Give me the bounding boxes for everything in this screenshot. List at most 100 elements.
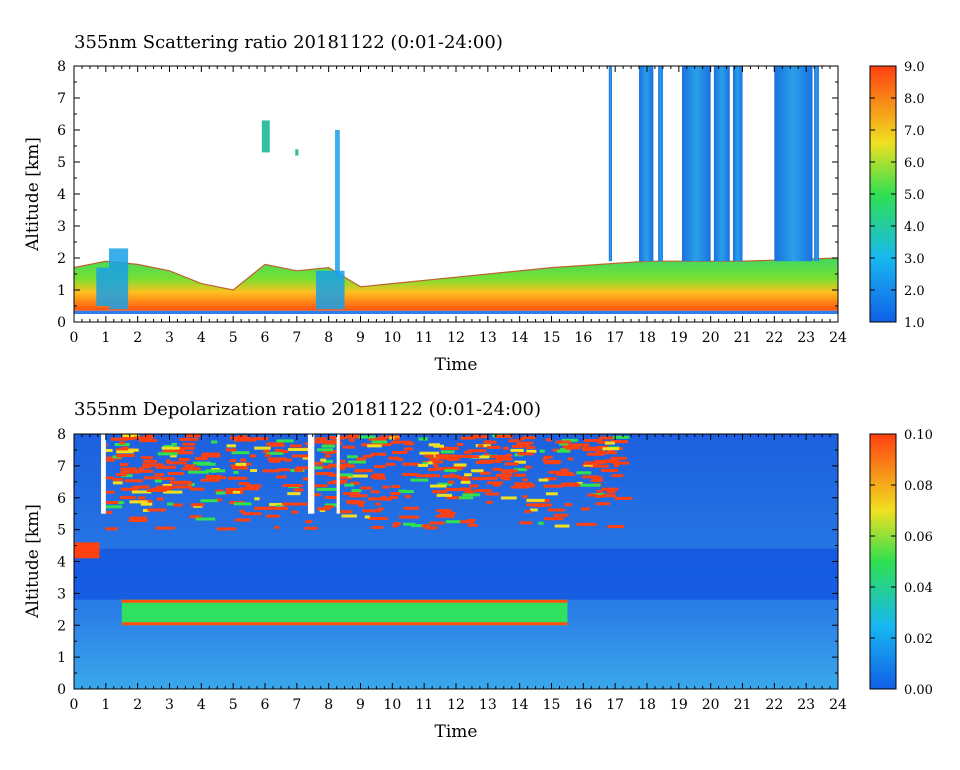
x-tick-label: 17 — [606, 330, 624, 346]
surface-layer — [74, 310, 838, 314]
depol-speck — [501, 469, 518, 473]
depol-speck — [446, 496, 466, 500]
depol-speck — [503, 446, 509, 450]
x-tick-label: 19 — [670, 697, 688, 713]
depol-speck — [484, 453, 490, 457]
depol-speck — [431, 490, 448, 494]
depol-speck — [312, 440, 329, 444]
depol-speck — [471, 469, 484, 473]
depol-speck — [460, 436, 476, 440]
x-tick-label: 5 — [229, 697, 238, 713]
depol-speck — [269, 503, 285, 507]
depol-speck — [583, 463, 594, 467]
depol-speck — [114, 443, 130, 447]
x-tick-label: 1 — [101, 697, 110, 713]
depol-speck — [112, 481, 123, 485]
y-tick-label: 1 — [57, 650, 66, 666]
depol-speck — [542, 457, 548, 461]
depol-speck — [287, 492, 301, 496]
depol-speck — [594, 476, 603, 480]
depol-speck — [402, 473, 408, 477]
depol-speck — [254, 497, 260, 501]
depol-speck — [226, 444, 237, 448]
depol-speck — [293, 488, 304, 492]
colorbar-gradient — [869, 433, 897, 690]
depol-speck — [554, 524, 570, 528]
depol-speck — [308, 484, 328, 488]
depol-speck — [141, 456, 153, 460]
depol-speck — [370, 452, 387, 456]
depol-speck — [433, 444, 445, 448]
depol-speck — [444, 469, 457, 473]
aerosol-plume — [109, 248, 129, 310]
depol-speck — [205, 469, 226, 473]
depol-speck — [430, 484, 447, 488]
depol-speck — [543, 455, 553, 459]
depol-speck — [581, 507, 590, 511]
missing-data — [101, 434, 106, 514]
depol-speck — [603, 459, 619, 463]
x-tick-label: 0 — [70, 330, 79, 346]
depol-speck — [410, 524, 425, 528]
depol-speck — [602, 447, 620, 451]
depol-speck — [121, 487, 139, 491]
depol-speck — [176, 451, 194, 455]
depol-speck — [188, 470, 209, 474]
depol-speck — [291, 454, 313, 458]
depol-speck — [232, 490, 241, 494]
y-tick-label: 0 — [57, 682, 66, 698]
depol-speck — [502, 477, 511, 481]
depol-speck — [500, 496, 517, 500]
depol-speck — [458, 496, 474, 500]
depol-speck — [155, 477, 176, 481]
x-tick-label: 4 — [197, 330, 206, 346]
depol-speck — [427, 461, 435, 465]
depol-speck — [294, 468, 303, 472]
x-tick-label: 4 — [197, 697, 206, 713]
depol-speck — [305, 520, 312, 524]
depol-speck — [517, 452, 534, 456]
depol-speck — [344, 483, 354, 487]
depol-speck — [525, 445, 536, 449]
depol-speck — [147, 508, 166, 512]
depol-speck — [302, 477, 311, 481]
depol-speck — [116, 450, 134, 454]
depol-speck — [356, 457, 366, 461]
colorbar: 1.0 2.0 3.0 4.0 5.0 6.0 7.0 8.0 9.0 — [869, 60, 925, 331]
depol-speck — [312, 466, 323, 470]
depol-speck — [269, 459, 281, 463]
depol-speck — [403, 506, 420, 510]
chart-title: 355nm Scattering ratio 20181122 (0:01-24… — [74, 32, 503, 53]
y-tick-label: 2 — [57, 251, 66, 267]
depol-speck — [392, 524, 399, 528]
depol-speck — [321, 444, 336, 448]
depol-speck — [522, 478, 528, 482]
depol-speck — [424, 454, 434, 458]
depol-speck — [120, 470, 140, 474]
depol-speck — [202, 452, 221, 456]
depol-speck — [562, 446, 581, 450]
depol-speck — [165, 459, 171, 463]
depol-speck — [274, 449, 285, 453]
depol-speck — [439, 456, 460, 460]
depol-speck — [560, 448, 566, 452]
depol-speck — [567, 457, 574, 461]
y-tick-label: 6 — [57, 123, 66, 139]
depol-speck — [320, 458, 327, 462]
depol-speck — [119, 496, 136, 500]
depol-speck — [239, 509, 245, 513]
depol-speck — [614, 496, 633, 500]
depol-speck — [595, 450, 606, 454]
depol-speck — [375, 502, 381, 506]
depol-speck — [525, 441, 534, 445]
depol-speck — [315, 465, 332, 469]
depol-speck — [242, 512, 262, 516]
depol-speck — [564, 503, 573, 507]
depol-speck — [358, 435, 376, 439]
depol-speck — [265, 451, 284, 455]
depol-speck — [134, 436, 153, 440]
depol-speck — [389, 495, 398, 499]
colorbar-label: 9.0 — [904, 60, 925, 75]
depol-speck — [190, 503, 205, 507]
depol-speck — [612, 461, 630, 465]
